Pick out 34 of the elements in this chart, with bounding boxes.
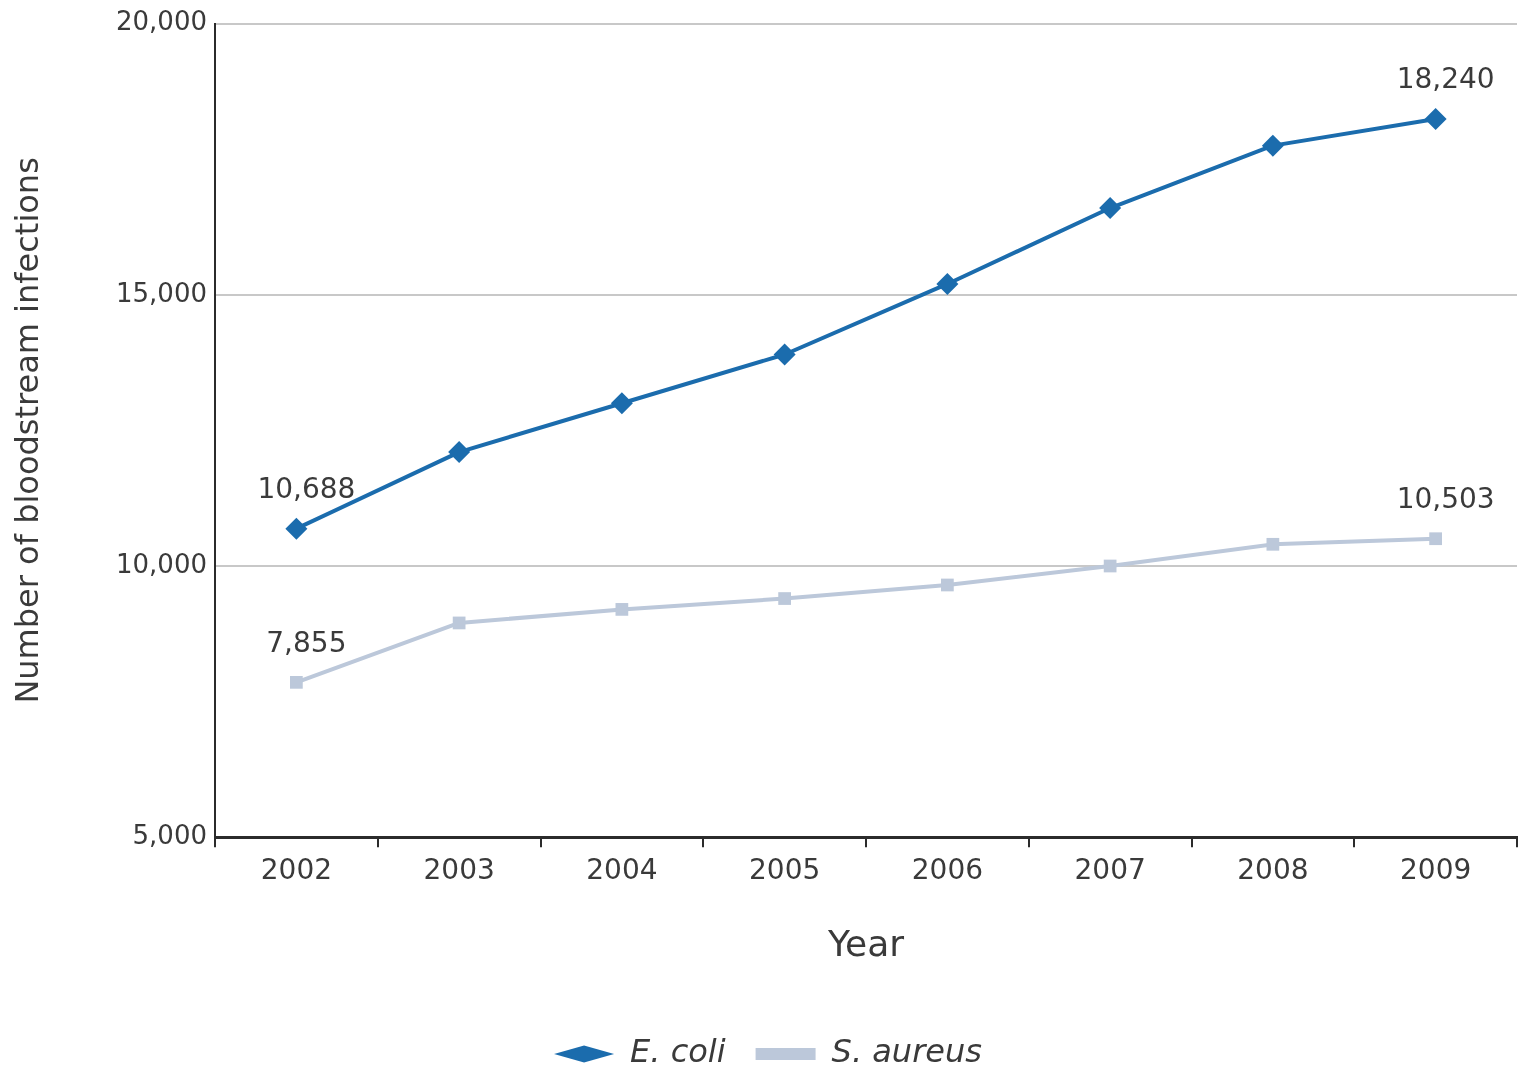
- point: [1266, 537, 1280, 551]
- point: [615, 603, 629, 616]
- data-label: 18,240: [1396, 62, 1495, 96]
- legend-label: E. coli: [630, 1032, 726, 1071]
- point: [1424, 108, 1447, 131]
- point: [941, 578, 954, 592]
- x-tick-label: 2007: [1074, 853, 1146, 887]
- y-tick-label: 15,000: [116, 277, 207, 308]
- point: [290, 675, 303, 689]
- x-tick-label: 2004: [586, 853, 658, 887]
- point: [773, 343, 796, 366]
- data-label: 10,688: [257, 471, 356, 505]
- data-label: 7,855: [266, 625, 347, 659]
- y-tick-label: 10,000: [116, 548, 207, 579]
- point: [1099, 197, 1122, 220]
- y-tick-label: 5,000: [132, 819, 207, 850]
- point: [285, 517, 308, 540]
- x-tick-label: 2002: [260, 853, 333, 887]
- point: [1429, 532, 1442, 546]
- point: [448, 441, 471, 464]
- point: [936, 272, 959, 295]
- x-tick-label: 2005: [748, 853, 821, 887]
- data-label: 10,503: [1396, 482, 1495, 515]
- point: [1261, 134, 1284, 157]
- point: [610, 392, 633, 415]
- point: [778, 592, 791, 605]
- x-tick-label: 2009: [1399, 853, 1472, 887]
- legend-label: S. aureus: [831, 1032, 982, 1071]
- x-tick-label: 2003: [423, 853, 495, 887]
- x-tick-label: 2006: [911, 853, 984, 887]
- y-axis-title: Number of bloodstream infections: [7, 157, 46, 704]
- y-tick-label: 20,000: [116, 6, 207, 37]
- x-tick-label: 2008: [1237, 853, 1309, 887]
- x-axis-title: Year: [826, 922, 905, 964]
